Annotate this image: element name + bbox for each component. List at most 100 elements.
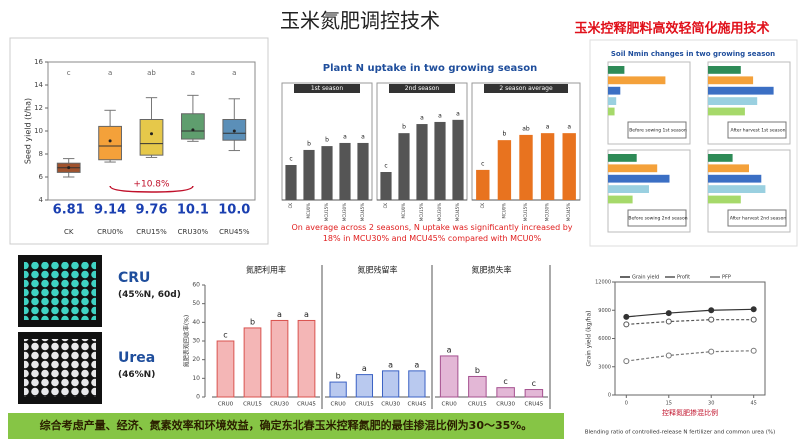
bar — [540, 133, 555, 200]
x-tick-label: MCU0% — [401, 203, 406, 219]
material-name: CRU — [118, 270, 151, 286]
letter: b — [336, 372, 341, 381]
letter: a — [277, 310, 282, 319]
bar — [476, 169, 490, 200]
box — [181, 113, 205, 140]
x-tick-label: 30 — [708, 401, 714, 407]
letter: b — [502, 131, 506, 138]
y-tick-label: 12 — [34, 104, 43, 112]
letter: a — [438, 112, 442, 119]
y-axis-label: 氮肥表观回收率(%) — [183, 315, 191, 367]
bar — [708, 66, 741, 74]
mean-marker — [232, 129, 236, 133]
material-detail: (45%N, 60d) — [118, 290, 181, 300]
bar — [329, 381, 347, 398]
plot-frame — [614, 281, 766, 396]
bar — [608, 97, 617, 105]
letter: a — [343, 133, 347, 140]
bar — [708, 107, 745, 116]
x-tick-label: CRU0 — [331, 402, 347, 408]
bar — [608, 66, 625, 74]
bar — [608, 76, 666, 85]
bar — [398, 133, 410, 200]
y-tick-label: 6 — [39, 173, 44, 181]
x-tick-label: CRU45% — [219, 228, 250, 236]
panel-header — [389, 84, 455, 93]
cru-pellets — [24, 262, 96, 320]
bar — [380, 172, 392, 200]
series-line — [626, 319, 754, 325]
bar — [608, 195, 633, 204]
panel-label-box — [627, 121, 687, 139]
x-tick-label: CRU15 — [468, 402, 487, 408]
letter: c — [384, 163, 387, 170]
x-tick-label: CK — [288, 203, 293, 209]
y-axis-label: Seed yield (t/ha) — [24, 98, 33, 164]
letter: a — [420, 115, 424, 122]
letter: a — [191, 69, 195, 77]
bar — [216, 340, 235, 398]
letter: a — [546, 124, 550, 131]
annotation: +10.8% — [133, 180, 170, 190]
bar — [452, 119, 464, 200]
x-tick-label: MCU45% — [360, 203, 365, 221]
bar — [608, 154, 637, 162]
letter: c — [223, 331, 227, 340]
point — [623, 321, 630, 328]
panel-label: Before sowing 1st season — [629, 128, 687, 134]
x-tick-label: 15 — [666, 401, 672, 407]
bar — [496, 387, 515, 398]
bar — [355, 374, 374, 398]
panel-title: 1st season — [311, 85, 343, 92]
y-tick-label: 12000 — [595, 280, 611, 286]
point — [708, 307, 715, 314]
letter: b — [402, 124, 406, 131]
letter: a — [414, 360, 419, 369]
legend-label: Grain yield — [632, 275, 659, 281]
y-tick-label: 9000 — [598, 308, 611, 314]
x-tick-label: CRU30 — [381, 402, 400, 408]
point — [665, 352, 672, 359]
point — [665, 310, 672, 317]
x-tick-label: MCU30% — [437, 203, 442, 221]
bar — [708, 185, 766, 193]
y-tick-label: 4 — [39, 196, 44, 204]
mean-marker — [67, 166, 71, 170]
box — [139, 119, 164, 156]
bar — [303, 149, 315, 200]
point — [708, 348, 715, 355]
x-tick-label: CRU45 — [408, 402, 427, 408]
panel-label: After harvest 2nd season — [730, 216, 787, 222]
x-tick-label: MCU0% — [306, 203, 311, 219]
panel-title: 2nd season — [405, 85, 440, 92]
x-tick-label: CK — [383, 203, 388, 209]
letter: c — [67, 69, 71, 77]
bar — [357, 142, 369, 200]
y-tick-label: 6000 — [598, 336, 611, 342]
panel-title: 2 season average — [499, 85, 553, 92]
bar — [708, 164, 749, 173]
bar — [608, 107, 615, 116]
letter: c — [289, 156, 292, 163]
bar — [439, 355, 459, 398]
bar — [708, 86, 774, 95]
point — [750, 316, 757, 323]
bar — [321, 146, 333, 200]
point — [750, 347, 757, 354]
letter: a — [361, 133, 365, 140]
letter: b — [325, 137, 329, 144]
y-tick-label: 14 — [34, 81, 43, 89]
y-tick-label: 40 — [192, 319, 200, 326]
material-detail: (46%N) — [118, 370, 156, 380]
bracket — [109, 185, 194, 193]
letter: b — [250, 317, 255, 326]
panel-label-box — [627, 209, 687, 227]
bar — [708, 174, 762, 183]
bar — [608, 185, 649, 193]
letter: b — [475, 366, 480, 375]
panel-label: Before sowing 2nd season — [628, 216, 687, 222]
x-tick-label: MCU0% — [501, 203, 506, 219]
bar — [608, 164, 658, 173]
